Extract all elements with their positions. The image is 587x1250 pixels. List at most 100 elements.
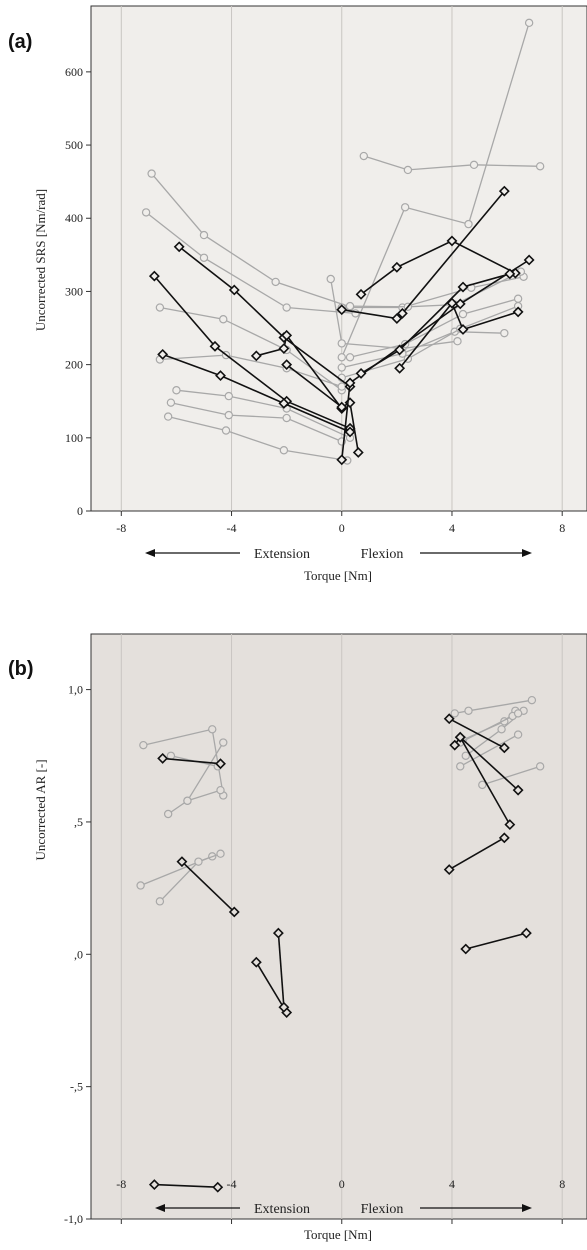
y-tick-label-b-0: -1,0 [64,1212,83,1226]
black-point-a-9-0 [394,362,406,374]
gray-series-line-a-5 [170,402,343,443]
gray-point-b-2-0 [163,809,173,819]
gray-series-line-a-6 [168,415,348,462]
gray-series-line-a-4 [176,389,351,439]
black-point-a-7-1 [391,261,403,273]
black-point-a-0-1 [209,340,221,352]
gray-point-a-12-0 [337,363,346,372]
black-point-a-6-1 [344,377,356,389]
gray-point-a-1-2 [271,277,280,287]
gray-point-a-0-0 [141,208,151,217]
gray-point-a-8-1 [403,165,413,175]
black-point-a-1-0 [173,241,185,253]
gray-point-a-0-1 [199,253,209,262]
gray-point-a-8-3 [535,162,545,171]
gray-point-a-6-1 [221,426,231,435]
black-point-b-2-0 [250,956,262,968]
gray-point-b-2-2 [219,738,228,747]
black-series-line-a-1 [178,246,351,388]
y-tick-label-b-2: ,0 [74,947,83,961]
black-point-a-1-1 [228,284,240,296]
y-tick-label-b-1: -,5 [70,1080,83,1094]
gray-point-a-7-3 [453,337,462,346]
gray-point-a-5-2 [282,413,291,423]
black-point-b-0-1 [215,758,226,770]
x-tick-label-b-0: -8 [116,1177,126,1191]
x-tick-label-b-1: -4 [227,1177,237,1191]
gray-point-a-2-1 [219,315,228,324]
arrow-left-a [145,549,240,557]
gray-series-line-a-3 [159,354,343,388]
black-point-a-5-3 [498,185,510,197]
y-axis-title-a: Uncorrected SRS [Nm/rad] [33,189,48,331]
black-point-a-5-0 [336,304,348,316]
y-tick-label-a-5: 500 [65,138,83,152]
black-point-b-5-0 [443,713,455,725]
gray-point-b-9-0 [456,762,465,771]
black-point-a-8-2 [457,281,469,293]
panel-label-b: (b) [8,658,34,680]
black-point-a-9-3 [512,306,524,318]
black-series-line-b-0 [162,757,221,765]
gray-point-a-5-0 [166,398,176,407]
series-group-b [136,695,545,1193]
gray-series-line-b-10 [482,765,541,786]
black-point-a-2-0 [157,348,169,360]
y-tick-label-a-1: 100 [65,431,83,445]
gray-series-line-a-11 [349,298,519,358]
black-point-a-3-0 [250,350,262,362]
direction-flexion-b: Flexion [361,1202,404,1217]
black-point-a-7-2 [446,235,458,247]
gray-point-a-4-1 [224,391,233,401]
black-point-a-8-3 [504,268,516,280]
y-tick-label-a-3: 300 [65,284,83,298]
black-series-line-b-1 [181,861,235,913]
gray-series-line-a-1 [151,173,351,308]
gray-point-a-1-1 [199,230,209,240]
gray-point-b-9-1 [513,730,523,739]
gray-point-a-8-0 [359,151,368,161]
gray-point-b-6-0 [450,709,459,718]
gray-series-line-a-7 [330,278,458,350]
gray-point-b-8-0 [461,751,470,760]
black-series-line-b-4 [154,1183,218,1188]
gray-series-line-a-0 [145,211,356,315]
black-series-line-b-3 [277,933,285,1008]
x-tick-label-b-2: 0 [339,1177,345,1191]
gray-point-b-5-1 [194,857,203,866]
y-tick-label-a-4: 400 [65,211,83,225]
x-tick-label-b-3: 4 [449,1177,455,1191]
black-point-a-2-1 [215,370,226,382]
gray-series-line-a-14 [341,305,519,379]
gray-point-a-9-2 [464,219,473,229]
direction-flexion-a: Flexion [361,547,404,562]
black-series-line-a-7 [360,240,516,296]
black-point-a-9-1 [446,297,458,309]
black-series-line-b-5 [448,717,505,749]
gray-point-a-9-3 [524,18,534,28]
x-tick-label-b-4: 8 [559,1177,565,1191]
gray-point-a-2-0 [155,303,165,312]
black-series-line-a-9 [398,301,519,369]
black-series-line-a-6 [341,259,530,460]
gray-point-b-10-0 [478,780,487,790]
arrow-left-b [155,1204,240,1212]
black-point-a-6-2 [454,298,466,310]
black-series-line-b-2 [255,961,288,1013]
x-tick-label-a-4: 8 [559,521,565,535]
gray-point-a-11-0 [345,353,355,362]
black-point-b-9-1 [520,927,532,939]
gray-series-line-b-3 [187,789,221,802]
black-point-b-9-0 [460,943,472,955]
black-point-a-8-0 [355,367,367,379]
black-series-line-a-8 [360,273,511,375]
y-tick-label-a-6: 600 [65,65,83,79]
gray-point-a-5-1 [224,410,233,420]
black-point-a-5-1 [391,313,403,324]
black-point-b-3-1 [278,1001,290,1013]
gray-series-line-a-13 [349,271,522,308]
y-axis-title-b: Uncorrected AR [-] [33,759,48,860]
black-point-b-7-0 [454,731,466,743]
gray-point-a-8-2 [469,160,479,170]
x-axis-title-a: Torque [Nm] [304,568,372,583]
